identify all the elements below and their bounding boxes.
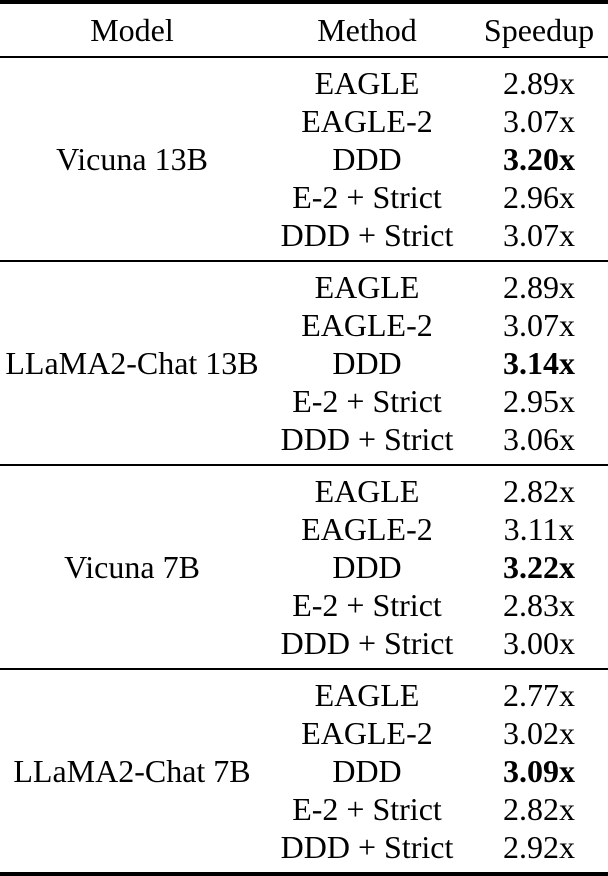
table-header: Model Method Speedup [0,2,608,58]
table-row: E-2 + Strict 2.82x [0,790,608,828]
table-row: LLaMA2-Chat 7B EAGLE 2.77x [0,669,608,789]
table-row: DDD + Strict 3.00x [0,624,608,669]
speedup-cell: 3.00x [503,624,575,661]
speedup-cell: 2.92x [503,828,575,865]
table-row: DDD 3.20x [0,140,608,178]
model-section-llama2-chat-13b: LLaMA2-Chat 13B EAGLE 2.89x EAGLE-2 3.07… [0,261,608,465]
column-header-speedup: Speedup [470,2,608,58]
model-section-llama2-chat-7b: LLaMA2-Chat 7B EAGLE 2.77x EAGLE-2 3.02x… [0,669,608,874]
method-cell: EAGLE-2 [301,714,433,751]
table-row: DDD + Strict 3.06x [0,420,608,465]
method-cell: EAGLE [314,472,420,509]
speedup-cell: 3.11x [503,510,575,547]
speedup-cell: 3.09x [503,752,575,789]
speedup-cell: 3.06x [503,420,575,457]
model-cell: Vicuna 7B [64,548,200,585]
model-section-vicuna-13b: Vicuna 13B EAGLE 2.89x EAGLE-2 3.07x DDD… [0,57,608,261]
method-cell: EAGLE-2 [301,102,433,139]
table-row: DDD 3.14x [0,344,608,382]
model-cell: Vicuna 13B [56,140,208,177]
speedup-cell: 2.82x [503,790,575,827]
method-cell: DDD [332,752,402,789]
speedup-cell: 3.07x [503,216,575,253]
speedup-cell: 2.96x [503,178,575,215]
table-row: EAGLE-2 3.07x [0,102,608,140]
speedup-cell: 2.83x [503,586,575,623]
method-cell: E-2 + Strict [292,790,442,827]
speedup-cell: 3.07x [503,306,575,343]
method-cell: E-2 + Strict [292,178,442,215]
table-row: EAGLE-2 3.02x [0,714,608,752]
speedup-cell: 2.95x [503,382,575,419]
speedup-cell: 3.02x [503,714,575,751]
method-cell: EAGLE [314,64,420,101]
speedup-cell: 2.89x [503,64,575,101]
speedup-cell: 2.82x [503,472,575,509]
model-section-vicuna-7b: Vicuna 7B EAGLE 2.82x EAGLE-2 3.11x DDD … [0,465,608,669]
method-cell: EAGLE [314,268,420,305]
model-cell: LLaMA2-Chat 7B [13,752,251,789]
table-row: Vicuna 13B EAGLE 2.89x [0,57,608,177]
column-header-method: Method [264,2,470,58]
table-row: E-2 + Strict 2.96x [0,178,608,216]
method-cell: DDD [332,548,402,585]
method-cell: EAGLE-2 [301,306,433,343]
table-row: EAGLE-2 3.11x [0,510,608,548]
method-cell: EAGLE [314,676,420,713]
method-cell: DDD + Strict [280,624,454,661]
table-row: DDD + Strict 2.92x [0,828,608,874]
method-cell: DDD + Strict [280,828,454,865]
table-row: Vicuna 7B EAGLE 2.82x [0,465,608,585]
table-row: DDD 3.22x [0,548,608,586]
column-header-model: Model [0,2,264,58]
table-row: E-2 + Strict 2.95x [0,382,608,420]
model-cell: LLaMA2-Chat 13B [5,344,259,381]
method-cell: DDD [332,344,402,381]
table-row: LLaMA2-Chat 13B EAGLE 2.89x [0,261,608,381]
table-row: E-2 + Strict 2.83x [0,586,608,624]
speedup-cell: 3.22x [503,548,575,585]
speedup-cell: 2.77x [503,676,575,713]
method-cell: DDD + Strict [280,420,454,457]
speedup-cell: 3.07x [503,102,575,139]
method-cell: E-2 + Strict [292,382,442,419]
speedup-cell: 3.20x [503,140,575,177]
table-row: DDD + Strict 3.07x [0,216,608,261]
method-cell: DDD [332,140,402,177]
speedup-cell: 3.14x [503,344,575,381]
header-row: Model Method Speedup [0,2,608,58]
speedup-cell: 2.89x [503,268,575,305]
method-cell: EAGLE-2 [301,510,433,547]
method-cell: E-2 + Strict [292,586,442,623]
method-cell: DDD + Strict [280,216,454,253]
table-row: DDD 3.09x [0,752,608,790]
table-row: EAGLE-2 3.07x [0,306,608,344]
